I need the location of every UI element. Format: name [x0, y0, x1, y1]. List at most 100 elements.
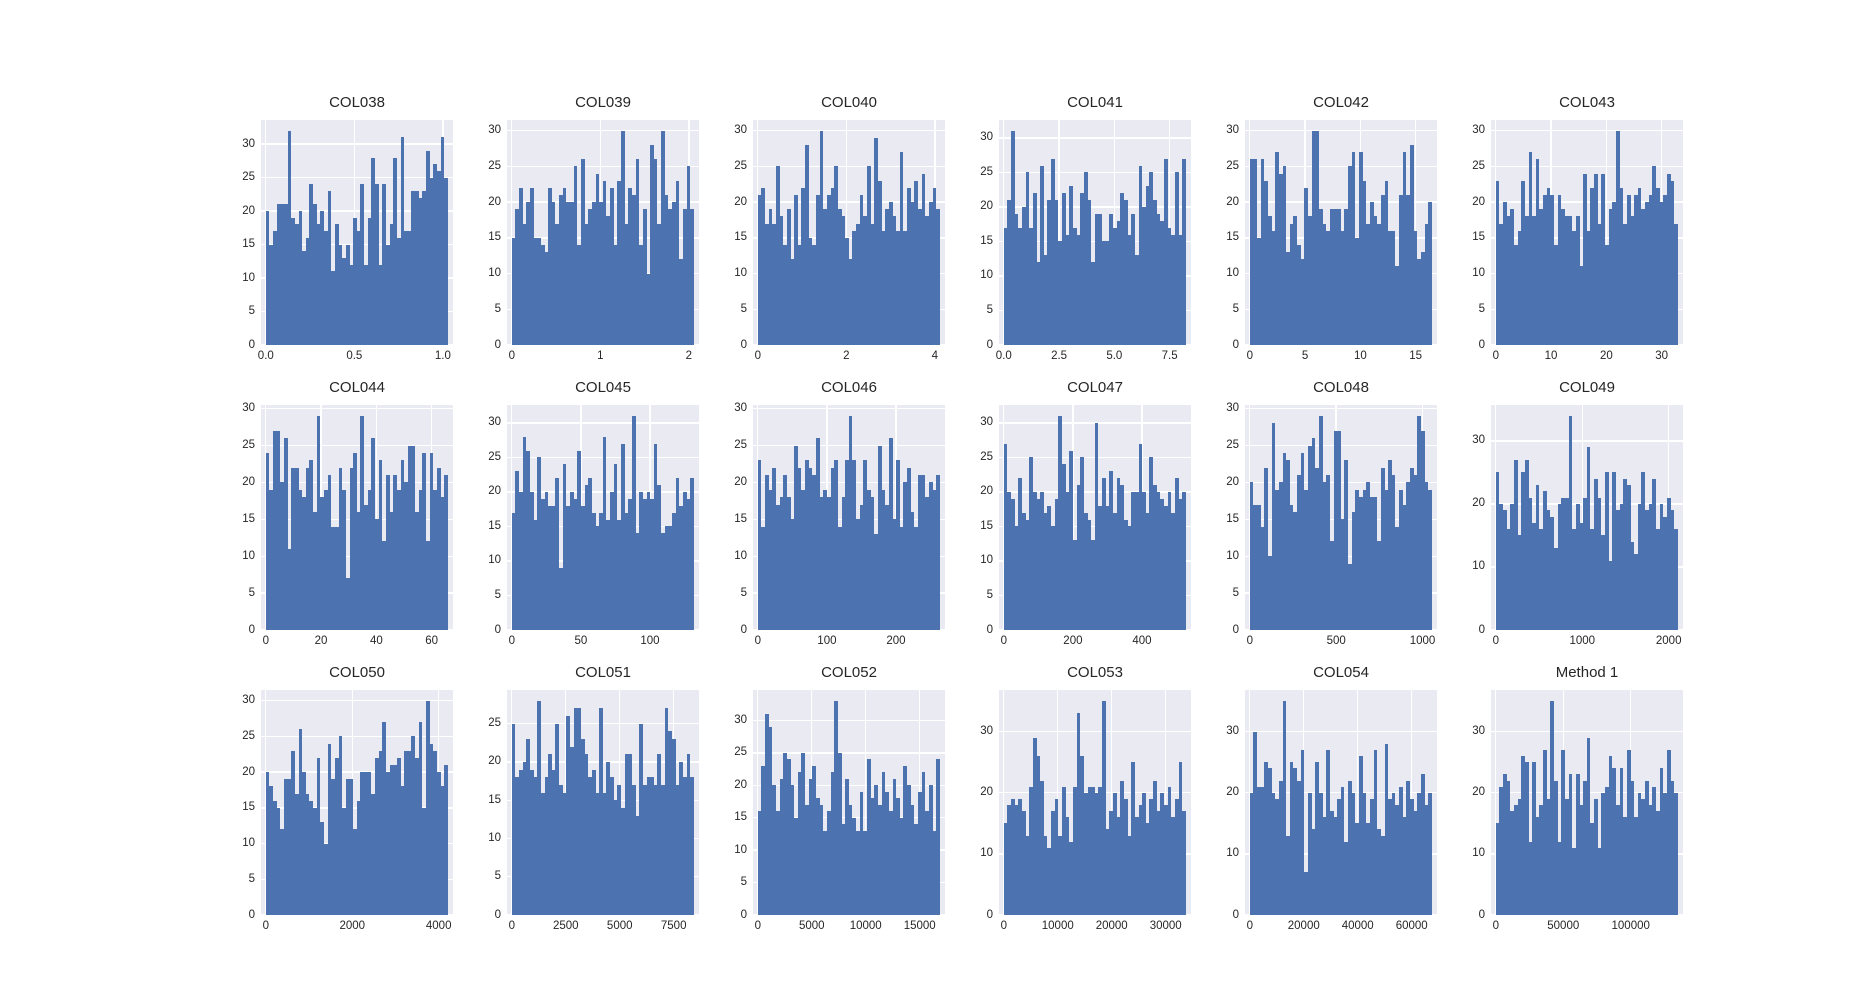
histogram-bar — [1369, 798, 1374, 915]
histogram-bar — [522, 436, 527, 630]
histogram-bar — [635, 815, 640, 915]
y-tick-label: 30 — [1472, 434, 1485, 447]
histogram-bar — [1605, 786, 1609, 915]
gridline-vertical — [1249, 690, 1251, 915]
gridline-horizontal — [507, 761, 699, 763]
histogram-bar — [1564, 497, 1569, 630]
histogram-bar — [650, 777, 654, 915]
histogram-bar — [555, 723, 560, 915]
histogram-bar — [1384, 180, 1389, 345]
y-tick-label: 25 — [488, 716, 501, 729]
histogram-bar — [371, 793, 376, 915]
histogram-bar — [1652, 786, 1656, 915]
gridline-vertical — [1003, 690, 1005, 915]
histogram-bar — [1503, 202, 1507, 345]
histogram-bar — [1399, 786, 1403, 915]
histogram-bar — [642, 209, 647, 345]
histogram-bar — [1641, 798, 1646, 915]
histogram-bar — [1348, 166, 1352, 345]
histogram-bar — [779, 216, 784, 345]
histogram-bar — [682, 491, 687, 630]
y-tick-label: 30 — [488, 416, 501, 429]
subplot-title: COL043 — [1559, 94, 1615, 111]
histogram-bar — [1535, 159, 1540, 345]
histogram-bar — [888, 202, 893, 345]
histogram-bar — [566, 716, 571, 915]
histogram-bar — [1138, 804, 1143, 915]
gridline-vertical — [1495, 690, 1497, 915]
subplot-col047: COL047 0 5 10 15 20 25 30 0 200 400 — [963, 377, 1191, 650]
histogram-bar — [291, 217, 295, 345]
subplot-title: Method 1 — [1555, 664, 1619, 681]
gridline-horizontal — [753, 752, 945, 754]
histogram-bar — [584, 223, 589, 345]
histogram-bar — [291, 750, 295, 915]
histogram-bar — [1586, 447, 1591, 630]
histogram-bar — [436, 772, 441, 915]
histogram-bar — [1601, 792, 1606, 915]
histogram-bar — [389, 765, 394, 915]
y-tick-label: 25 — [242, 729, 255, 742]
y-tick-label: 15 — [734, 231, 747, 244]
histogram-bar — [1072, 786, 1077, 915]
histogram-bar — [1083, 172, 1088, 345]
histogram-bar — [1399, 489, 1403, 630]
histogram-bar — [393, 475, 397, 630]
histogram-bar — [1340, 786, 1345, 915]
x-axis-tick-labels: 0 2500 5000 7500 — [507, 915, 699, 935]
x-axis-tick-labels: 0 10 20 30 — [1491, 345, 1683, 365]
y-tick-label: 20 — [488, 195, 501, 208]
histogram-bar — [928, 202, 933, 345]
gridline-vertical — [1495, 120, 1497, 345]
histogram-bar — [1348, 563, 1352, 630]
histogram-bar — [595, 792, 600, 915]
histogram-bar — [757, 811, 762, 915]
histogram-bars — [1495, 120, 1678, 345]
histogram-bar — [1249, 159, 1254, 345]
histogram-bar — [1524, 216, 1529, 345]
histogram-bar — [1156, 811, 1161, 915]
histogram-bar — [877, 804, 882, 915]
histogram-bar — [1260, 159, 1265, 345]
gridline-vertical — [265, 690, 267, 915]
y-tick-label: 5 — [986, 303, 993, 316]
histogram-bar — [1145, 186, 1150, 345]
histogram-bar — [848, 416, 853, 630]
histogram-bar — [870, 223, 875, 345]
y-tick-label: 5 — [248, 304, 255, 317]
histogram-bar — [917, 475, 922, 630]
gridline-horizontal — [1245, 130, 1437, 132]
histogram-bar — [610, 491, 614, 630]
histogram-bar — [393, 157, 397, 345]
histogram-bar — [816, 195, 820, 345]
histogram-bar — [1532, 522, 1536, 630]
histogram-bar — [1535, 817, 1540, 915]
histogram-bar — [1359, 152, 1363, 345]
histogram-bar — [1655, 529, 1660, 630]
histogram-bars — [1249, 120, 1432, 345]
histogram-bar — [1351, 152, 1356, 345]
histogram-bar — [356, 231, 361, 345]
histogram-bar — [1311, 438, 1316, 630]
y-tick-label: 20 — [1472, 785, 1485, 798]
histogram-bar — [1626, 485, 1631, 630]
histogram-bar — [646, 273, 651, 345]
histogram-bar — [1510, 811, 1514, 915]
histogram-bar — [797, 245, 802, 345]
y-tick-label: 20 — [242, 765, 255, 778]
histogram-bar — [375, 519, 379, 630]
histogram-bar — [382, 184, 386, 345]
x-tick-label: 20 — [314, 635, 328, 647]
gridline-vertical — [1058, 120, 1060, 345]
histogram-bar — [1499, 503, 1504, 630]
gridline-vertical — [1495, 405, 1497, 630]
histogram-bar — [642, 784, 647, 915]
histogram-bar — [1420, 774, 1425, 915]
x-tick-label: 20 — [1599, 350, 1613, 362]
histogram-bar — [522, 761, 527, 915]
histogram-bars — [1249, 690, 1432, 915]
histogram-bar — [845, 237, 849, 345]
histogram-bar — [276, 430, 281, 630]
histogram-bar — [1007, 804, 1012, 915]
histogram-bar — [1260, 526, 1265, 630]
